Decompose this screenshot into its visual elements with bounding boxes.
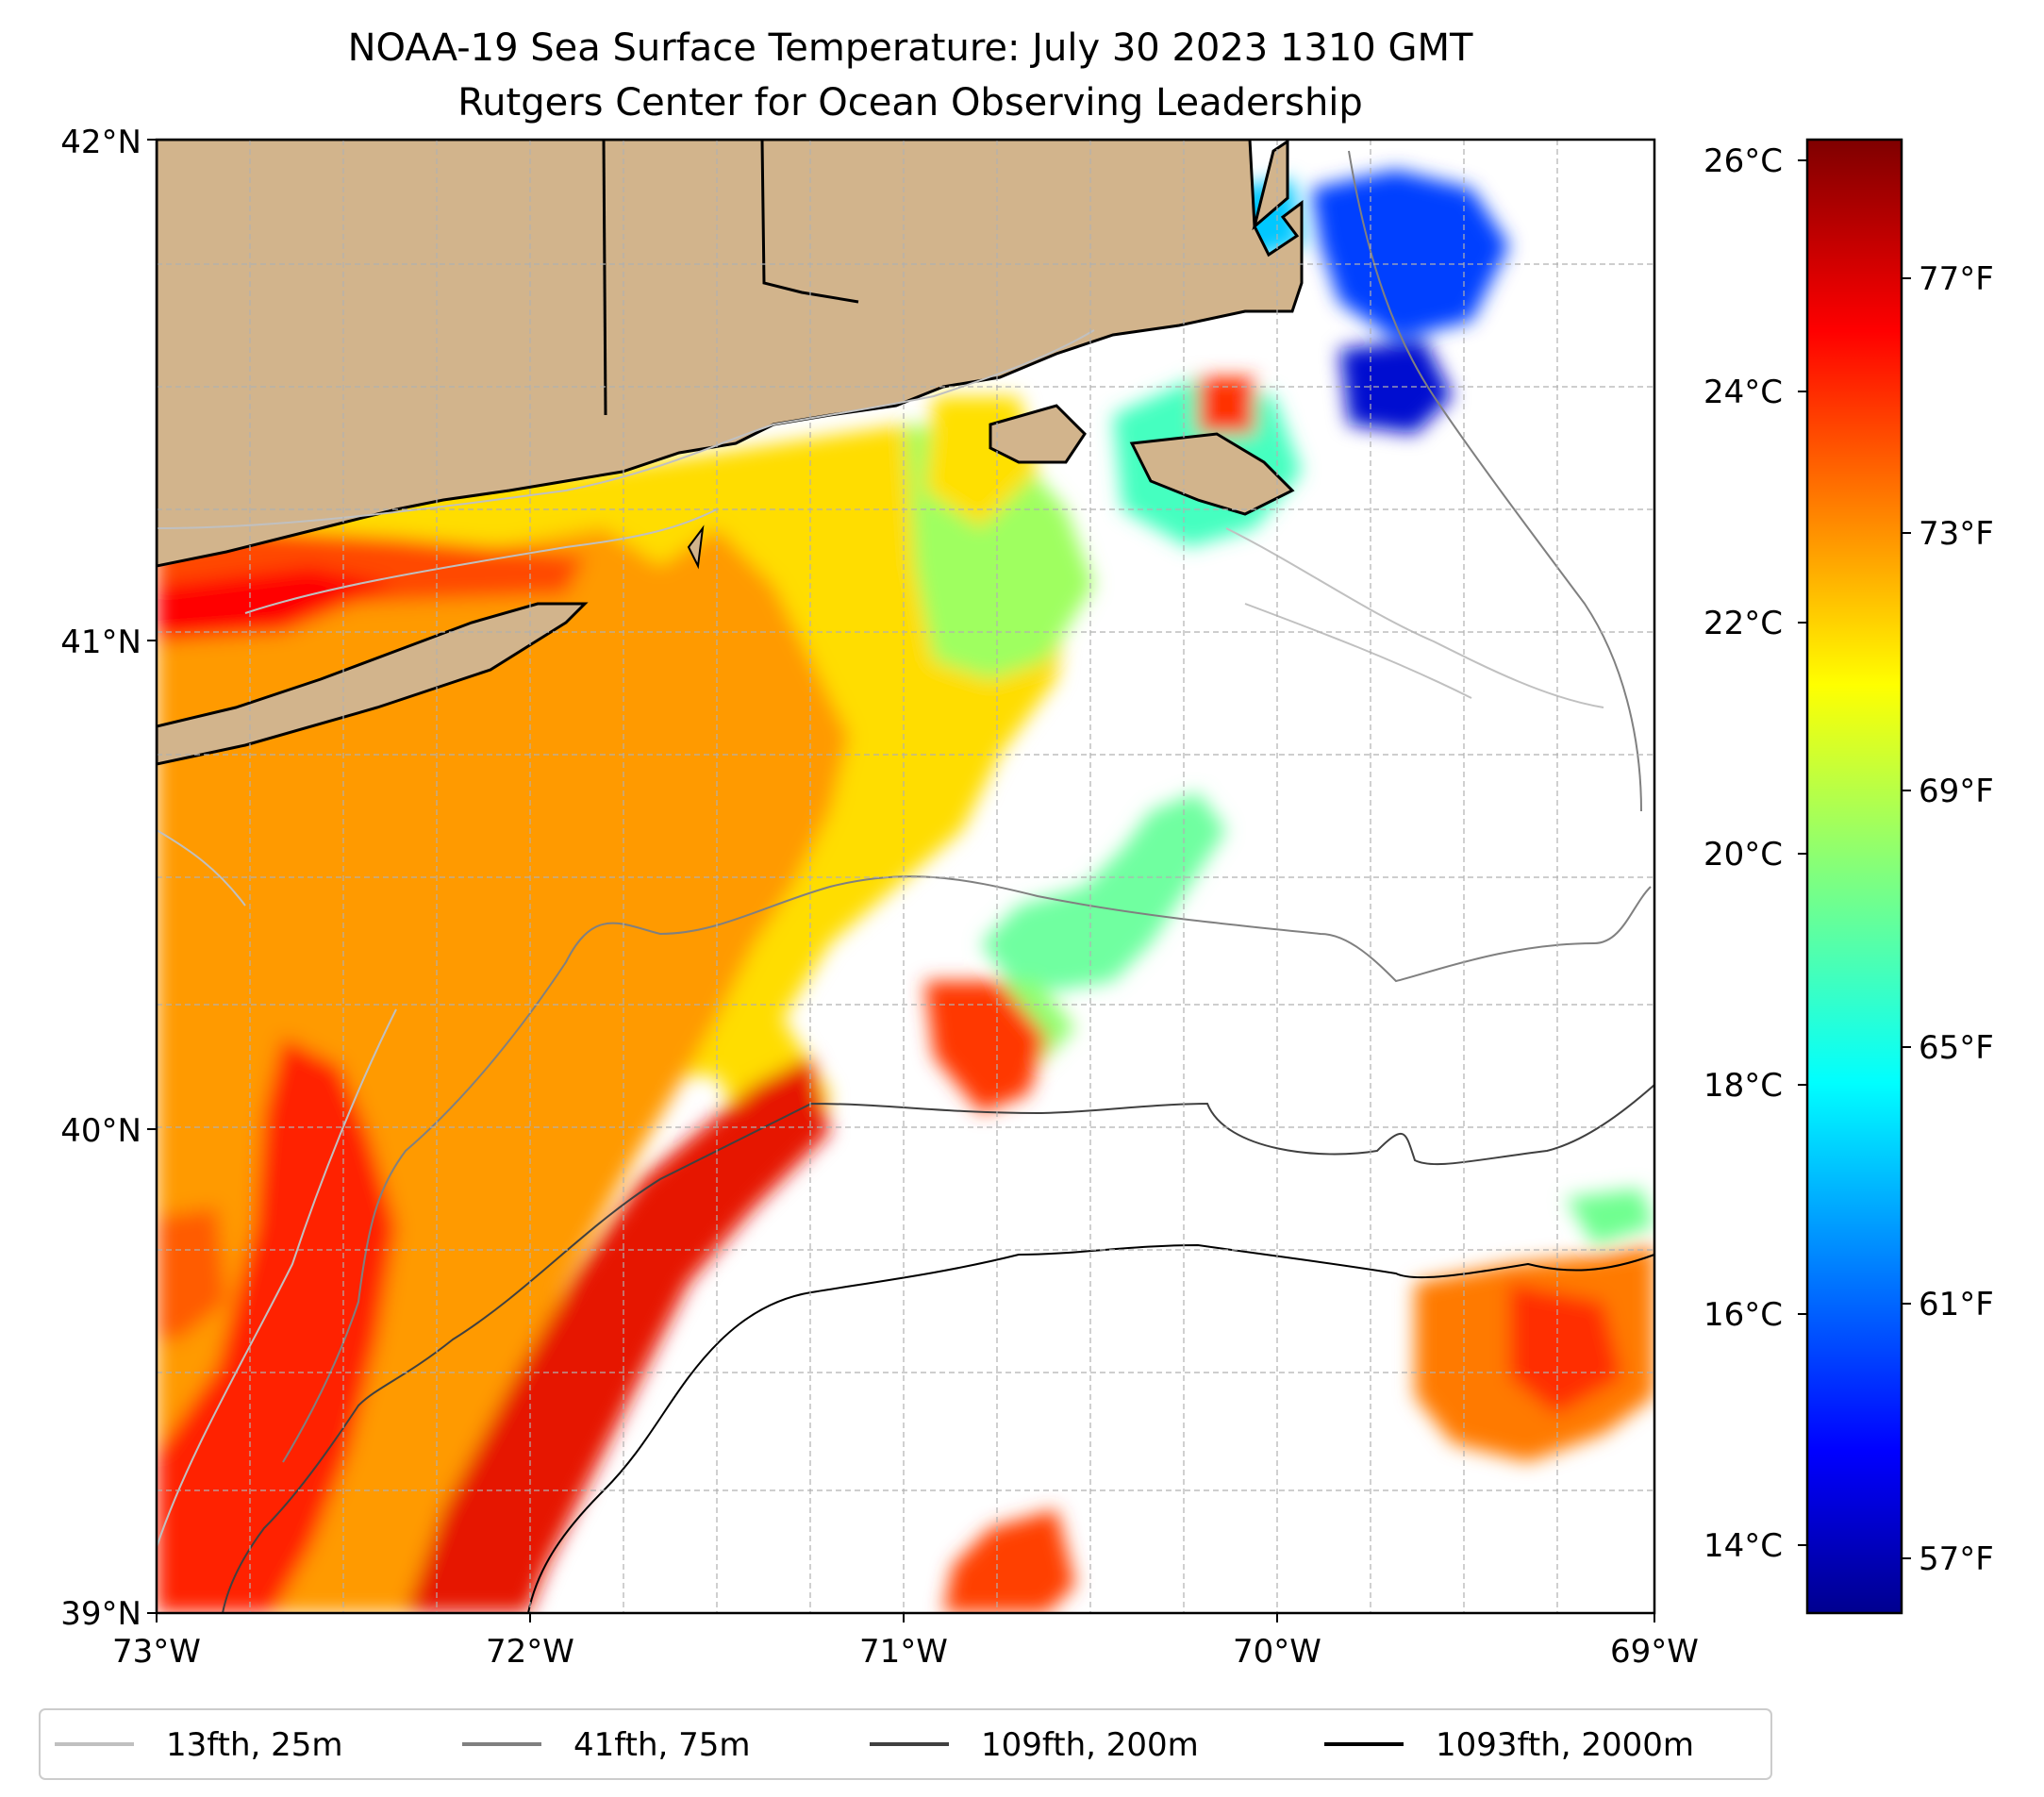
legend-label-75m: 41fth, 75m [573, 1726, 751, 1764]
legend-label-25m: 13fth, 25m [166, 1726, 343, 1764]
title-line-1: NOAA-19 Sea Surface Temperature: July 30… [348, 26, 1473, 70]
map-area [157, 140, 1654, 1613]
colorbar-f-77: 77°F [1919, 260, 1994, 298]
land [157, 140, 1304, 766]
lon-label-73w: 73°W [112, 1633, 201, 1671]
legend-item-2000m: 1093fth, 2000m [1324, 1726, 1694, 1764]
axis-ticks [147, 139, 1655, 1622]
lon-label-70w: 70°W [1233, 1633, 1321, 1671]
bathymetry-contours [157, 150, 1654, 1613]
legend-item-200m: 109fth, 200m [870, 1726, 1199, 1764]
lon-label-71w: 71°W [859, 1633, 948, 1671]
colorbar-f-65: 65°F [1919, 1029, 1994, 1067]
lon-label-69w: 69°W [1610, 1633, 1699, 1671]
lat-label-39n: 39°N [60, 1595, 141, 1633]
colorbar-c-26: 26°C [1703, 142, 1783, 180]
colorbar: 26°C 24°C 22°C 20°C 18°C 16°C 14°C 77°F … [1703, 138, 1994, 1615]
legend-label-200m: 109fth, 200m [981, 1726, 1199, 1764]
sst-field [157, 170, 1654, 1613]
colorbar-f-69: 69°F [1919, 773, 1994, 810]
legend-item-75m: 41fth, 75m [462, 1726, 751, 1764]
gridlines [157, 140, 1654, 1613]
colorbar-f-57: 57°F [1919, 1540, 1994, 1578]
colorbar-c-24: 24°C [1703, 374, 1783, 411]
title-line-2: Rutgers Center for Ocean Observing Leade… [457, 81, 1363, 125]
legend-item-25m: 13fth, 25m [55, 1726, 343, 1764]
legend-label-2000m: 1093fth, 2000m [1436, 1726, 1694, 1764]
colorbar-c-20: 20°C [1703, 836, 1783, 874]
colorbar-f-61: 61°F [1919, 1286, 1994, 1323]
legend: 13fth, 25m 41fth, 75m 109fth, 200m 1093f… [39, 1708, 1772, 1780]
lat-label-41n: 41°N [60, 624, 141, 661]
colorbar-c-16: 16°C [1703, 1296, 1783, 1334]
colorbar-c-14: 14°C [1703, 1527, 1783, 1565]
colorbar-f-73: 73°F [1919, 515, 1994, 553]
lat-label-42n: 42°N [60, 124, 141, 161]
lon-label-72w: 72°W [486, 1633, 574, 1671]
colorbar-c-22: 22°C [1703, 605, 1783, 642]
map-frame [155, 138, 1656, 1615]
colorbar-c-18: 18°C [1703, 1067, 1783, 1105]
colorbar-gradient [1805, 138, 1903, 1615]
lat-label-40n: 40°N [60, 1112, 141, 1150]
